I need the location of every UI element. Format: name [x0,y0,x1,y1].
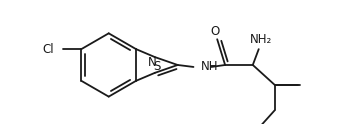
Text: S: S [153,60,160,74]
Text: N: N [147,56,156,70]
Text: O: O [211,25,220,38]
Text: NH₂: NH₂ [250,33,272,46]
Text: Cl: Cl [42,43,54,56]
Text: NH: NH [200,60,218,74]
